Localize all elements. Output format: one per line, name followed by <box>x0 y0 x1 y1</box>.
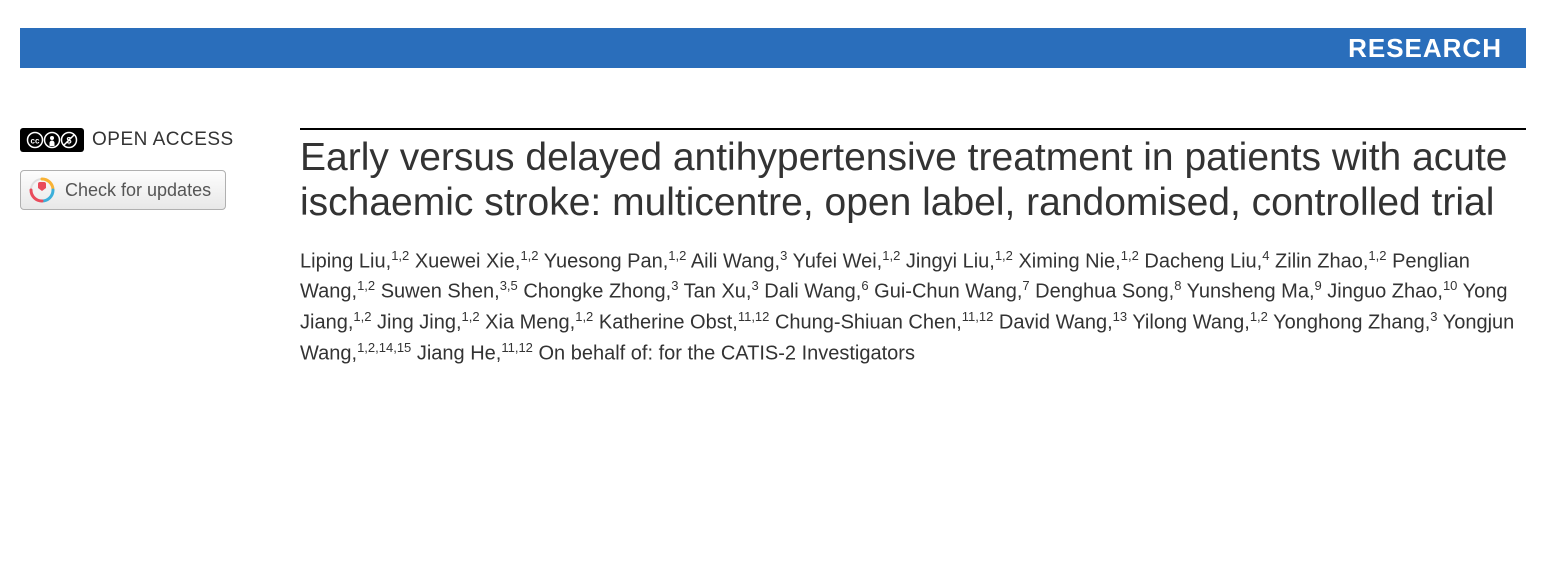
cc-license-icon: cc $ <box>20 128 84 152</box>
author-affiliation: 3,5 <box>500 278 518 293</box>
author-affiliation: 1,2 <box>668 248 686 263</box>
author: Tan Xu, <box>684 281 752 303</box>
article-title: Early versus delayed antihypertensive tr… <box>300 136 1526 226</box>
author-affiliation: 1,2 <box>357 278 375 293</box>
author: Yuesong Pan, <box>544 250 669 272</box>
author: Denghua Song, <box>1035 281 1174 303</box>
author-affiliation: 7 <box>1022 278 1029 293</box>
author: Aili Wang, <box>691 250 780 272</box>
author-affiliation: 1,2 <box>1368 248 1386 263</box>
author: Ximing Nie, <box>1018 250 1120 272</box>
authors-list: Liping Liu,1,2 Xuewei Xie,1,2 Yuesong Pa… <box>300 246 1526 369</box>
author: Dacheng Liu, <box>1144 250 1262 272</box>
author-affiliation: 1,2 <box>1250 309 1268 324</box>
author: Yunsheng Ma, <box>1187 281 1315 303</box>
author-affiliation: 1,2 <box>882 248 900 263</box>
author: Yonghong Zhang, <box>1273 312 1430 334</box>
crossmark-icon <box>29 177 55 203</box>
author-affiliation: 1,2 <box>995 248 1013 263</box>
author-affiliation: 1,2 <box>462 309 480 324</box>
author: Liping Liu, <box>300 250 391 272</box>
author-affiliation: 1,2 <box>575 309 593 324</box>
author-affiliation: 11,12 <box>501 340 533 355</box>
author: David Wang, <box>999 312 1113 334</box>
author-affiliation: 1,2 <box>1121 248 1139 263</box>
author-affiliation: 9 <box>1315 278 1322 293</box>
sidebar: cc $ OPEN ACCESS Check for updates <box>20 128 300 368</box>
author: Yufei Wei, <box>793 250 883 272</box>
author: Jingyi Liu, <box>906 250 995 272</box>
open-access-badge: cc $ OPEN ACCESS <box>20 128 280 152</box>
on-behalf-text: On behalf of: for the CATIS-2 Investigat… <box>538 342 914 364</box>
author-affiliation: 8 <box>1174 278 1181 293</box>
author: Jinguo Zhao, <box>1327 281 1443 303</box>
author-affiliation: 3 <box>1430 309 1437 324</box>
author: Katherine Obst, <box>599 312 738 334</box>
svg-text:cc: cc <box>31 137 40 146</box>
author: Jiang He, <box>417 342 502 364</box>
author: Suwen Shen, <box>381 281 500 303</box>
content-area: cc $ OPEN ACCESS Check for updates <box>20 128 1526 368</box>
author: Xia Meng, <box>485 312 575 334</box>
author: Gui-Chun Wang, <box>874 281 1022 303</box>
author-affiliation: 1,2 <box>391 248 409 263</box>
main-column: Early versus delayed antihypertensive tr… <box>300 128 1526 368</box>
author: Dali Wang, <box>764 281 861 303</box>
author-affiliation: 1,2,14,15 <box>357 340 411 355</box>
author: Zilin Zhao, <box>1275 250 1368 272</box>
author-affiliation: 1,2 <box>520 248 538 263</box>
check-updates-label: Check for updates <box>65 180 211 201</box>
author-affiliation: 3 <box>780 248 787 263</box>
author: Chongke Zhong, <box>523 281 671 303</box>
author-affiliation: 4 <box>1262 248 1269 263</box>
author-affiliation: 11,12 <box>738 309 770 324</box>
author: Jing Jing, <box>377 312 462 334</box>
open-access-label: OPEN ACCESS <box>92 129 234 151</box>
section-banner: RESEARCH <box>20 28 1526 68</box>
author-affiliation: 11,12 <box>962 309 994 324</box>
author: Chung-Shiuan Chen, <box>775 312 962 334</box>
author: Yilong Wang, <box>1132 312 1249 334</box>
check-updates-button[interactable]: Check for updates <box>20 170 226 210</box>
author-affiliation: 3 <box>751 278 758 293</box>
author-affiliation: 10 <box>1443 278 1457 293</box>
author-affiliation: 1,2 <box>353 309 371 324</box>
author-affiliation: 6 <box>861 278 868 293</box>
author-affiliation: 13 <box>1113 309 1127 324</box>
author: Xuewei Xie, <box>415 250 521 272</box>
author-affiliation: 3 <box>671 278 678 293</box>
banner-label: RESEARCH <box>1348 33 1502 64</box>
